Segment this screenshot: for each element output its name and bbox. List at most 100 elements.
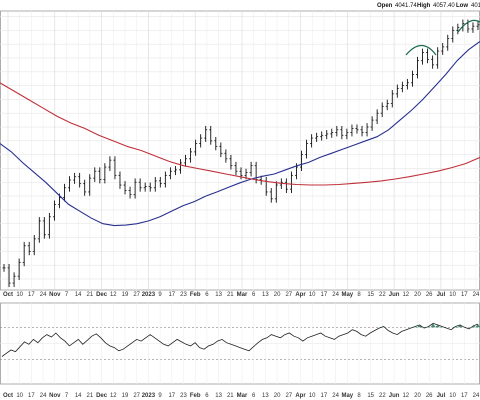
header-readout: Open 4041.74 High 4057.40 Low 4018 xyxy=(377,3,480,9)
x-tick-label-bottom: 27 xyxy=(133,393,140,399)
x-tick-label: 17 xyxy=(168,292,175,298)
x-tick-label-bottom: 14 xyxy=(75,393,82,399)
x-tick-label-bottom: 8 xyxy=(357,393,361,399)
x-tick-label-bottom: 19 xyxy=(122,393,129,399)
x-tick-label-bottom: 10 xyxy=(309,393,316,399)
x-tick-label: 14 xyxy=(75,292,82,298)
x-tick-label: Jun xyxy=(389,292,400,298)
x-tick-label: 13 xyxy=(262,292,269,298)
x-tick-label-bottom: 17 xyxy=(28,393,35,399)
x-tick-label: 27 xyxy=(133,292,140,298)
x-tick-label-bottom: 24 xyxy=(40,393,47,399)
x-tick-label-bottom: 17 xyxy=(321,393,328,399)
x-tick-label: 17 xyxy=(321,292,328,298)
x-tick-label-bottom: 27 xyxy=(285,393,292,399)
open-value: 4041.74 xyxy=(395,3,417,9)
x-tick-label-bottom: 22 xyxy=(379,393,386,399)
x-tick-label: 9 xyxy=(158,292,162,298)
overbought-fill xyxy=(430,323,436,328)
overbought-fill xyxy=(475,324,480,328)
high-label: High xyxy=(417,3,431,9)
x-tick-label: 2023 xyxy=(142,292,156,298)
overbought-fill xyxy=(417,324,423,328)
x-tick-label-bottom: 2023 xyxy=(142,393,156,399)
x-axis: OctOct101017172424NovNov7714142121DecDec… xyxy=(3,292,480,399)
x-tick-label-bottom: 24 xyxy=(332,393,339,399)
x-tick-label: 27 xyxy=(285,292,292,298)
x-tick-label: Nov xyxy=(49,292,61,298)
x-tick-label: 24 xyxy=(473,292,480,298)
overbought-fill xyxy=(457,324,463,328)
x-tick-label: May xyxy=(341,292,353,298)
x-tick-label-bottom: Feb xyxy=(190,393,201,399)
x-tick-label-bottom: 6 xyxy=(205,393,209,399)
x-tick-label: Apr xyxy=(295,292,306,298)
x-tick-label: 7 xyxy=(65,292,69,298)
x-tick-label: 6 xyxy=(205,292,209,298)
x-tick-label: Jul xyxy=(437,292,446,298)
x-tick-label: Oct xyxy=(3,292,13,298)
x-tick-label-bottom: 12 xyxy=(110,393,117,399)
x-tick-label: 8 xyxy=(357,292,361,298)
x-tick-label-bottom: 13 xyxy=(262,393,269,399)
x-tick-label-bottom: 20 xyxy=(274,393,281,399)
overbought-fill xyxy=(412,326,418,328)
x-tick-label: 15 xyxy=(367,292,374,298)
overbought-fill xyxy=(471,325,477,328)
x-tick-label: 17 xyxy=(28,292,35,298)
x-tick-label-bottom: 10 xyxy=(16,393,23,399)
x-tick-label: Mar xyxy=(237,292,248,298)
x-tick-label-bottom: 13 xyxy=(215,393,222,399)
x-tick-label: 20 xyxy=(274,292,281,298)
x-tick-label-bottom: 17 xyxy=(461,393,468,399)
x-tick-label-bottom: Nov xyxy=(49,393,61,399)
x-tick-label: 21 xyxy=(227,292,234,298)
x-tick-label: 12 xyxy=(110,292,117,298)
x-tick-label-bottom: Jul xyxy=(437,393,446,399)
overbought-fill xyxy=(435,324,441,328)
x-tick-label: 21 xyxy=(87,292,94,298)
x-tick-label-bottom: Oct xyxy=(3,393,13,399)
x-tick-label: 19 xyxy=(122,292,129,298)
overbought-fill xyxy=(426,326,432,328)
x-tick-label: 17 xyxy=(461,292,468,298)
x-tick-label: 20 xyxy=(414,292,421,298)
x-tick-label-bottom: Mar xyxy=(237,393,248,399)
x-tick-label-bottom: 17 xyxy=(168,393,175,399)
x-tick-label-bottom: 15 xyxy=(367,393,374,399)
oscillator-line xyxy=(1,322,479,357)
overbought-fill xyxy=(439,326,445,328)
x-tick-label: Feb xyxy=(190,292,201,298)
x-tick-label-bottom: Dec xyxy=(96,393,108,399)
x-tick-label-bottom: 9 xyxy=(158,393,162,399)
low-label: Low xyxy=(456,3,468,9)
annotation-arc-2 xyxy=(457,19,480,33)
x-tick-label-bottom: 21 xyxy=(227,393,234,399)
overbought-fill xyxy=(381,326,387,328)
x-tick-label-bottom: 26 xyxy=(426,393,433,399)
low-value: 4018 xyxy=(471,3,480,9)
x-tick-label-bottom: 23 xyxy=(180,393,187,399)
moving-average-red-line xyxy=(0,82,480,186)
x-tick-label: 10 xyxy=(309,292,316,298)
x-tick-label: 26 xyxy=(426,292,433,298)
x-tick-label-bottom: 6 xyxy=(252,393,256,399)
moving-average-blue-line xyxy=(0,40,480,227)
high-value: 4057.40 xyxy=(433,3,455,9)
x-tick-label: 22 xyxy=(379,292,386,298)
indicator-panel xyxy=(0,302,480,385)
x-tick-label: 12 xyxy=(402,292,409,298)
x-tick-label-bottom: 12 xyxy=(402,393,409,399)
x-tick-label: Dec xyxy=(96,292,108,298)
price-panel xyxy=(0,10,480,291)
x-tick-label: 6 xyxy=(252,292,256,298)
x-tick-label-bottom: Apr xyxy=(295,393,306,399)
x-tick-label-bottom: 24 xyxy=(473,393,480,399)
x-tick-label-bottom: 21 xyxy=(87,393,94,399)
x-tick-label: 24 xyxy=(40,292,47,298)
x-tick-label: 10 xyxy=(449,292,456,298)
x-tick-label: 24 xyxy=(332,292,339,298)
x-tick-label-bottom: 20 xyxy=(414,393,421,399)
x-tick-label-bottom: Jun xyxy=(389,393,400,399)
